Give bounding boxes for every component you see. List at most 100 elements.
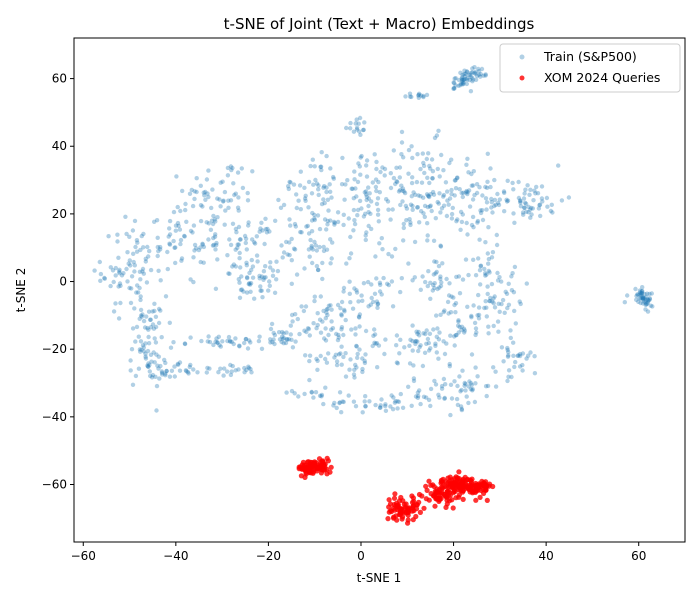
train-point xyxy=(459,190,464,196)
train-point xyxy=(331,403,336,408)
query-point xyxy=(417,509,423,515)
train-point xyxy=(486,268,491,274)
train-point xyxy=(345,178,350,183)
train-point xyxy=(280,336,285,342)
train-point xyxy=(212,234,218,239)
train-point xyxy=(622,300,627,305)
train-point xyxy=(160,372,165,377)
train-point xyxy=(246,365,252,371)
train-point xyxy=(337,400,343,405)
train-point xyxy=(138,247,143,253)
train-point xyxy=(366,196,371,201)
train-point xyxy=(483,240,488,245)
train-point xyxy=(151,350,156,355)
train-point xyxy=(483,73,488,78)
train-point xyxy=(483,184,488,190)
train-point xyxy=(370,343,375,349)
train-point xyxy=(432,281,437,286)
train-point xyxy=(509,274,514,279)
train-point xyxy=(452,86,457,91)
train-point xyxy=(225,165,231,171)
train-point xyxy=(209,205,214,211)
train-point xyxy=(214,242,219,248)
train-point xyxy=(111,279,116,285)
train-point xyxy=(473,381,478,386)
train-point xyxy=(422,214,427,220)
train-point xyxy=(322,184,327,189)
train-point xyxy=(329,327,334,332)
train-point xyxy=(427,194,432,200)
train-point xyxy=(460,82,465,87)
train-point xyxy=(470,183,476,188)
train-point xyxy=(468,72,473,77)
train-point xyxy=(228,198,234,203)
train-point xyxy=(206,334,211,339)
train-point xyxy=(408,202,414,207)
train-point xyxy=(268,340,273,345)
train-point xyxy=(411,363,416,368)
train-point xyxy=(291,182,297,187)
query-point xyxy=(401,501,407,507)
train-point xyxy=(158,363,163,369)
query-point xyxy=(398,494,404,501)
train-point xyxy=(324,360,330,365)
train-point xyxy=(317,226,323,232)
train-point xyxy=(548,208,554,214)
train-point xyxy=(639,290,644,296)
train-point xyxy=(339,325,345,330)
train-point xyxy=(456,323,461,328)
train-point xyxy=(420,274,425,279)
train-point xyxy=(213,219,218,224)
train-point xyxy=(157,376,162,381)
train-point xyxy=(339,362,344,367)
train-point xyxy=(388,185,394,191)
train-point xyxy=(352,218,357,223)
train-point xyxy=(145,364,151,369)
train-point xyxy=(485,383,491,389)
train-point xyxy=(191,279,196,285)
train-point xyxy=(441,194,446,199)
train-point xyxy=(478,208,483,213)
train-point xyxy=(323,326,328,331)
train-point xyxy=(490,250,496,255)
train-point xyxy=(199,338,204,344)
train-point xyxy=(312,217,317,223)
train-point xyxy=(259,346,265,351)
train-point xyxy=(436,128,441,133)
train-point xyxy=(475,220,480,225)
train-point xyxy=(334,405,339,411)
train-point xyxy=(247,281,252,286)
train-point xyxy=(322,200,327,206)
train-point xyxy=(364,158,370,163)
train-point xyxy=(312,298,317,304)
query-point xyxy=(453,495,459,501)
legend-box xyxy=(499,43,681,93)
train-point xyxy=(637,288,643,293)
train-point xyxy=(339,313,344,318)
train-point xyxy=(326,303,332,308)
train-point xyxy=(634,297,639,302)
train-point xyxy=(339,410,344,415)
train-point xyxy=(393,246,398,252)
train-point xyxy=(92,268,97,273)
train-point xyxy=(134,238,140,243)
train-point xyxy=(459,406,464,412)
train-point xyxy=(167,374,173,379)
train-point xyxy=(379,292,384,297)
train-point xyxy=(366,304,371,309)
train-point xyxy=(485,284,490,289)
train-point xyxy=(425,233,430,238)
train-point xyxy=(459,324,465,329)
train-point xyxy=(266,288,271,293)
train-point xyxy=(391,395,396,400)
train-point xyxy=(377,289,383,294)
train-point xyxy=(211,235,216,241)
train-point xyxy=(148,317,153,322)
train-point xyxy=(521,196,527,201)
train-point xyxy=(243,336,249,342)
train-point xyxy=(204,177,210,182)
train-point xyxy=(436,337,442,342)
train-point xyxy=(314,181,320,186)
train-point xyxy=(363,328,369,334)
